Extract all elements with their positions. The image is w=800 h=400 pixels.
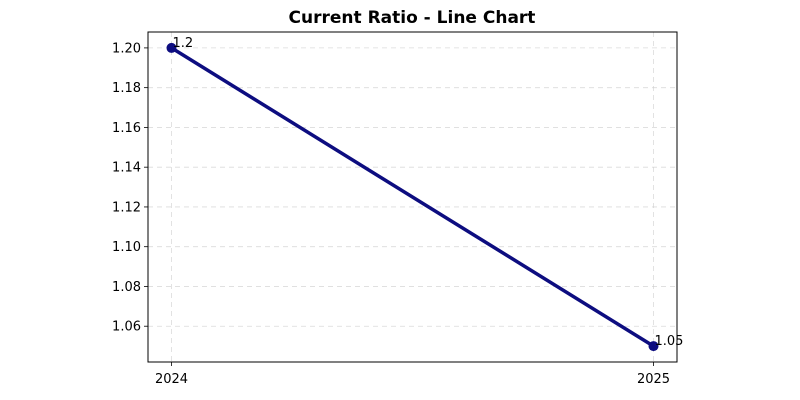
y-tick-label: 1.06 (112, 320, 141, 335)
plot-area-frame (147, 31, 678, 363)
data-point-marker (166, 42, 177, 53)
y-tick-label: 1.08 (112, 280, 141, 295)
data-label: 1.05 (655, 334, 684, 349)
y-tick-label: 1.18 (112, 81, 141, 96)
y-tick-label: 1.16 (112, 121, 141, 136)
x-tick-label: 2025 (637, 372, 670, 387)
chart-title: Current Ratio - Line Chart (289, 8, 536, 28)
series-line (169, 46, 656, 348)
data-point-marker (648, 341, 659, 352)
series-layer: 1.2 1.05 (166, 36, 684, 352)
y-tick-label: 1.20 (112, 41, 141, 56)
axes: 1.06 1.08 1.10 1.12 1.14 1.16 1.18 1.20 2024 2025 (112, 41, 670, 387)
grid-lines (148, 32, 677, 362)
y-tick-label: 1.12 (112, 200, 141, 215)
y-tick-label: 1.14 (112, 161, 141, 176)
y-tick-label: 1.10 (112, 240, 141, 255)
data-label: 1.2 (173, 36, 194, 51)
x-tick-label: 2024 (155, 372, 188, 387)
